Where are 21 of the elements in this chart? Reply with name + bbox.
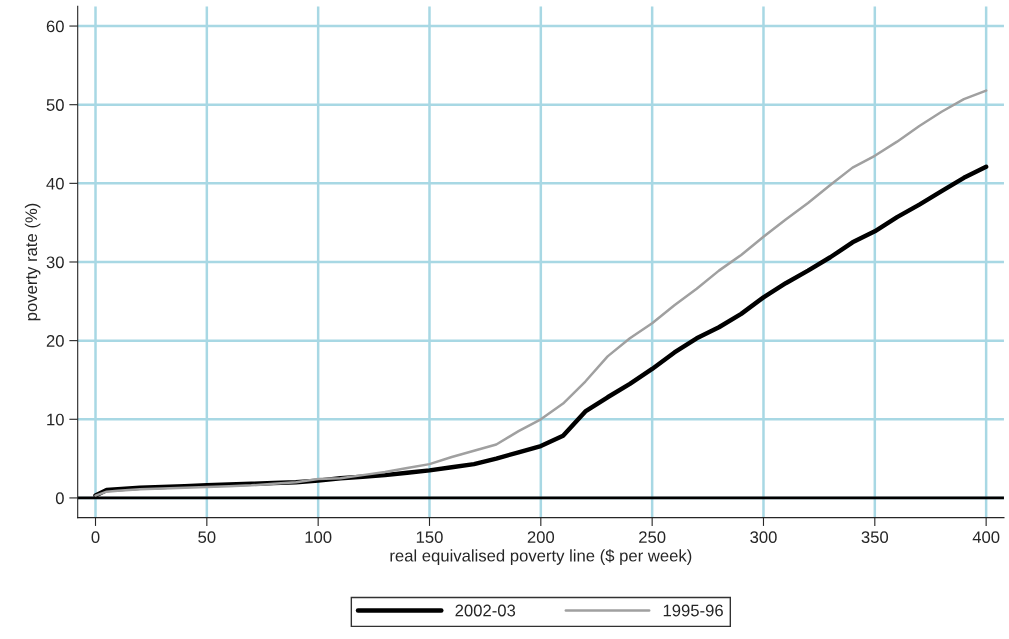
- x-tick-label: 350: [861, 531, 889, 544]
- x-axis-title: real equivalised poverty line ($ per week): [390, 549, 692, 565]
- x-tick-label: 50: [198, 531, 216, 544]
- x-tick-label: 300: [750, 531, 777, 544]
- y-tick-label: 30: [46, 256, 64, 269]
- y-tick-label: 10: [47, 413, 64, 426]
- y-axis-title: poverty rate (%): [24, 203, 41, 321]
- y-tick-label: 20: [46, 335, 64, 347]
- legend-label: 1995-96: [663, 604, 723, 617]
- y-tick-label: 0: [55, 492, 64, 505]
- x-tick-label: 100: [305, 531, 332, 544]
- legend-label: 2002-03: [455, 604, 516, 617]
- x-tick-label: 150: [416, 531, 443, 544]
- y-tick-label: 40: [46, 177, 64, 190]
- line-series: [94, 89, 988, 497]
- x-tick-label: 250: [639, 531, 666, 544]
- y-tick-label: 60: [46, 20, 64, 33]
- y-tick-label: 50: [46, 99, 64, 111]
- x-tick-label: 0: [91, 531, 100, 544]
- x-tick-label: 200: [527, 531, 555, 544]
- x-tick-label: 400: [972, 531, 1000, 544]
